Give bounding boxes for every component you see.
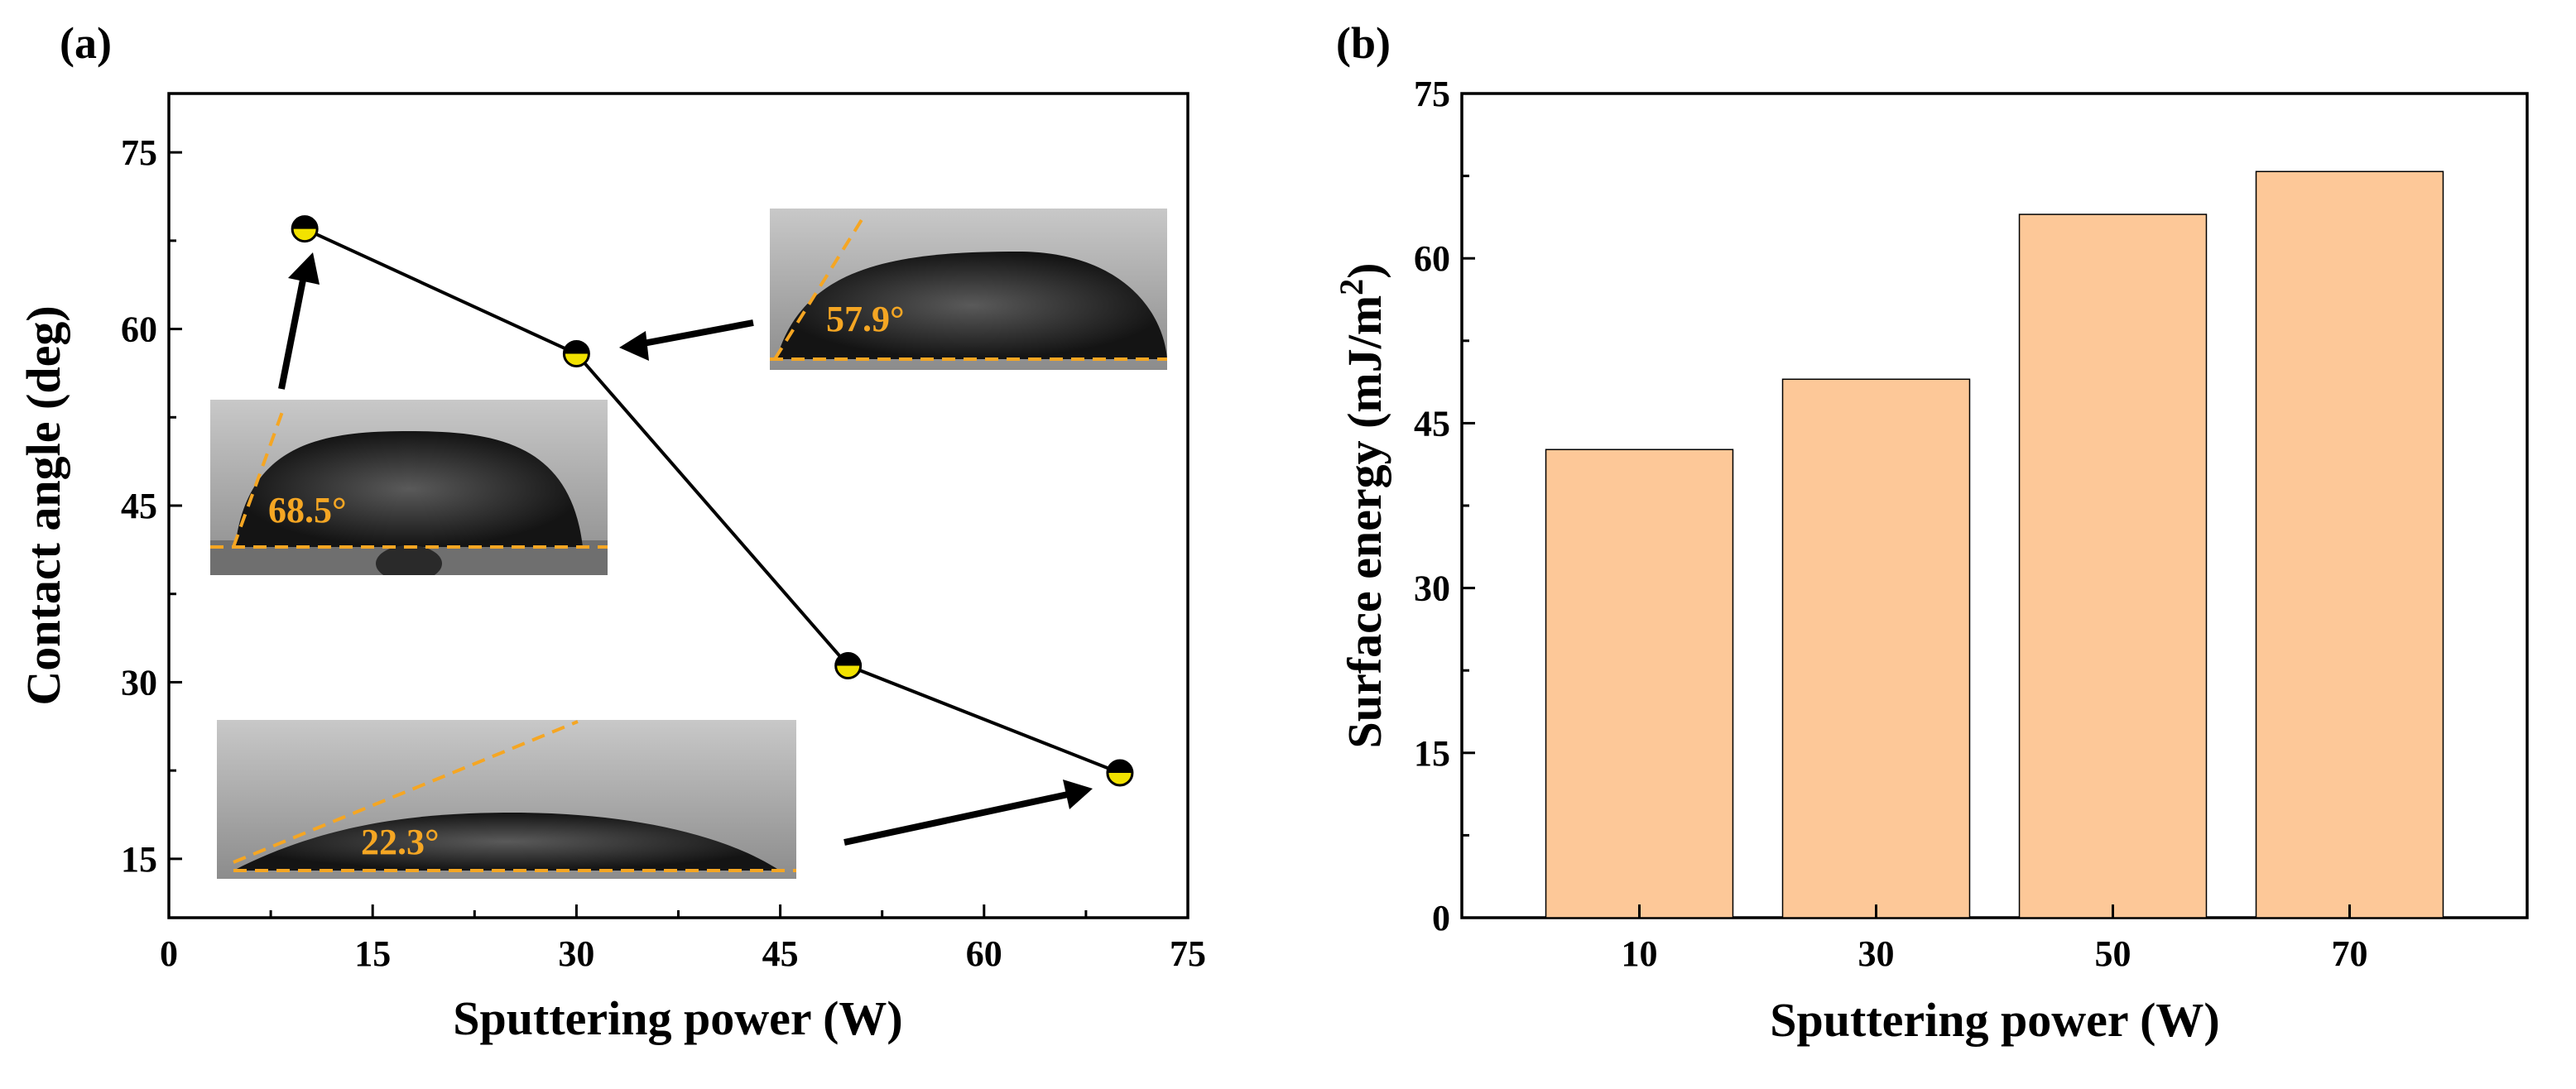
y-tick-label: 75 (1414, 74, 1450, 114)
bar (2018, 213, 2208, 919)
y-axis-title-a: Contact angle (deg) (17, 305, 70, 705)
y-tick-label: 0 (1432, 898, 1450, 938)
y-tick-label: 30 (121, 662, 157, 703)
data-point (562, 339, 590, 367)
x-tick-label: 10 (1622, 933, 1658, 974)
data-point (291, 215, 319, 243)
panel-a-label: (a) (60, 18, 112, 68)
y-tick-label: 45 (1414, 403, 1450, 444)
inset-droplet-70w: 22.3° (217, 720, 796, 879)
panel-b-label: (b) (1336, 18, 1391, 68)
y-tick-label: 30 (1414, 568, 1450, 609)
arrow-to-70w (843, 791, 1069, 846)
arrow-head-icon (619, 331, 649, 361)
x-tick-label: 75 (1170, 933, 1206, 974)
x-tick-label: 45 (762, 933, 799, 974)
arrow-to-30w (638, 319, 754, 348)
x-tick-label: 60 (966, 933, 1002, 974)
y-axis-title-b: Surface energy (mJ/m2) (1333, 263, 1391, 749)
x-tick-label: 70 (2332, 933, 2368, 974)
inset-droplet-30w: 57.9° (770, 209, 1167, 370)
inset-angle-label: 22.3° (361, 822, 440, 862)
y-tick-label: 75 (121, 132, 157, 173)
y-tick-label: 45 (121, 486, 157, 526)
x-axis-title-b: Sputtering power (W) (1770, 993, 2219, 1047)
x-tick-label: 30 (1858, 933, 1895, 974)
x-tick-label: 50 (2095, 933, 2131, 974)
series-a (291, 215, 1134, 787)
bar (1781, 378, 1971, 919)
axis-ticks-b: 10 30 50 70 0 15 30 45 60 75 (1414, 74, 2368, 974)
arrow-to-10w (278, 271, 308, 390)
x-axis-title-a: Sputtering power (W) (453, 991, 902, 1045)
bars-b (1545, 170, 2444, 919)
data-point (834, 652, 863, 680)
y-tick-label: 15 (121, 839, 157, 880)
arrow-head-icon (288, 252, 320, 285)
y-tick-label: 60 (121, 309, 157, 350)
bar (2255, 170, 2444, 919)
arrow-head-icon (1063, 780, 1093, 809)
x-tick-label: 0 (160, 933, 178, 974)
inset-arrows (278, 252, 1093, 846)
inset-angle-label: 57.9° (826, 299, 905, 339)
series-line (304, 227, 1121, 775)
inset-droplet-10w: 68.5° (210, 400, 608, 575)
y-tick-label: 15 (1414, 733, 1450, 774)
panel-b: (b) 10 30 50 70 0 15 30 45 60 75 Surface energy (… (1333, 18, 2529, 1047)
axis-ticks-a: 0 15 30 45 60 75 15 30 45 60 75 (121, 132, 1206, 974)
inset-angle-label: 68.5° (268, 490, 347, 530)
x-tick-label: 15 (354, 933, 391, 974)
bar (1545, 449, 1734, 919)
x-tick-label: 30 (558, 933, 594, 974)
y-tick-label: 60 (1414, 238, 1450, 279)
panel-a: (a) 0 15 30 45 60 75 15 30 45 60 75 Contact angle … (17, 18, 1206, 1045)
data-point (1106, 759, 1134, 787)
